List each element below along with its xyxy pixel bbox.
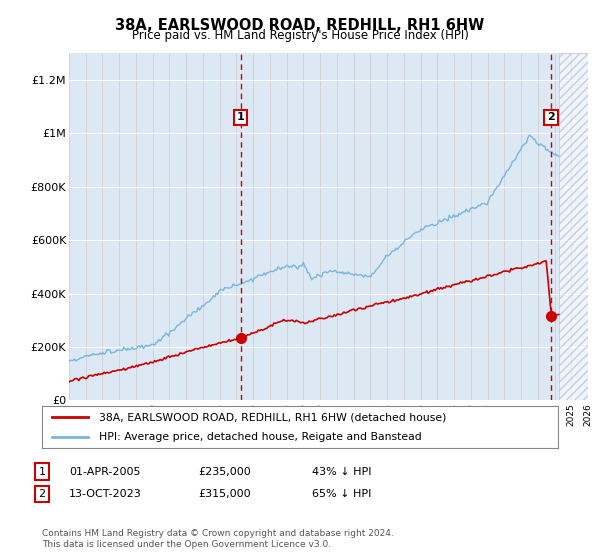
Text: 01-APR-2005: 01-APR-2005 — [69, 466, 140, 477]
Text: 43% ↓ HPI: 43% ↓ HPI — [312, 466, 371, 477]
Text: 2: 2 — [38, 489, 46, 499]
Text: Contains HM Land Registry data © Crown copyright and database right 2024.
This d: Contains HM Land Registry data © Crown c… — [42, 529, 394, 549]
Text: £315,000: £315,000 — [198, 489, 251, 499]
Text: 65% ↓ HPI: 65% ↓ HPI — [312, 489, 371, 499]
Text: 38A, EARLSWOOD ROAD, REDHILL, RH1 6HW: 38A, EARLSWOOD ROAD, REDHILL, RH1 6HW — [115, 18, 485, 33]
Text: 13-OCT-2023: 13-OCT-2023 — [69, 489, 142, 499]
Text: 2: 2 — [547, 113, 555, 122]
Text: 38A, EARLSWOOD ROAD, REDHILL, RH1 6HW (detached house): 38A, EARLSWOOD ROAD, REDHILL, RH1 6HW (d… — [99, 412, 446, 422]
Text: HPI: Average price, detached house, Reigate and Banstead: HPI: Average price, detached house, Reig… — [99, 432, 422, 442]
Text: 1: 1 — [237, 113, 244, 122]
Text: 1: 1 — [38, 466, 46, 477]
Text: £235,000: £235,000 — [198, 466, 251, 477]
Text: Price paid vs. HM Land Registry's House Price Index (HPI): Price paid vs. HM Land Registry's House … — [131, 29, 469, 42]
Bar — [559, 53, 588, 400]
